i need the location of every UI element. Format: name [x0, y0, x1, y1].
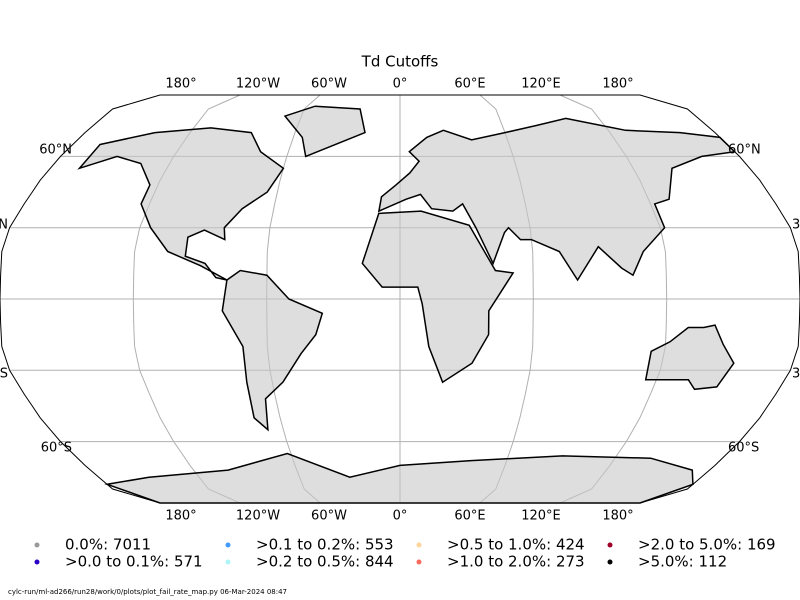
legend-marker [34, 559, 40, 565]
legend-label: >0.2 to 0.5%: 844 [256, 553, 394, 571]
legend-label: >1.0 to 2.0%: 273 [447, 553, 585, 571]
lat-label: 60°S [728, 441, 759, 456]
legend-marker [34, 542, 40, 548]
legend-marker [225, 559, 231, 565]
legend-label: >0.5 to 1.0%: 424 [447, 536, 585, 554]
legend-label: >2.0 to 5.0%: 169 [638, 536, 776, 554]
lon-label: 60°E [454, 77, 485, 92]
lon-label: 180° [165, 77, 196, 92]
map-border [0, 94, 800, 504]
land [377, 117, 737, 282]
legend-label: >5.0%: 112 [638, 553, 727, 571]
lon-label: 120°W [236, 509, 280, 524]
lon-label: 180° [602, 77, 633, 92]
legend-marker [225, 542, 231, 548]
lat-label: 3 [792, 218, 800, 233]
legend-marker [607, 542, 613, 548]
lat-label: 60°N [728, 143, 761, 158]
lon-label: 120°E [521, 77, 561, 92]
lat-label: 60°N [39, 143, 72, 158]
map [0, 94, 800, 504]
lon-label: 60°E [454, 509, 485, 524]
lon-label: 0° [393, 509, 408, 524]
lon-label: 180° [602, 509, 633, 524]
lat-label: S [0, 367, 8, 382]
footer: cylc-run/ml-ad266/run28/work/0/plots/plo… [8, 588, 287, 596]
legend-label: 0.0%: 7011 [65, 536, 151, 554]
legend-label: >0.1 to 0.2%: 553 [256, 536, 394, 554]
legend-label: >0.0 to 0.1%: 571 [65, 553, 203, 571]
graticule-labels: 180° 120°W 60°W 0° 60°E 120°E 180° 180° 120°W 60°… [0, 77, 800, 524]
lon-label: 120°E [521, 509, 561, 524]
legend: 0.0%: 7011>0.0 to 0.1%: 571 >0.1 to 0.2%:… [34, 536, 776, 571]
lon-label: 0° [393, 77, 408, 92]
lon-label: 120°W [236, 77, 280, 92]
legend-marker [607, 559, 613, 565]
lon-label: 60°W [311, 77, 347, 92]
legend-marker [416, 542, 422, 548]
lat-label: N [0, 218, 8, 233]
land [283, 105, 366, 158]
land [77, 127, 285, 281]
lon-label: 60°W [311, 509, 347, 524]
lat-label: 3 [792, 367, 800, 382]
legend-marker [416, 559, 422, 565]
land [221, 269, 324, 432]
lat-label: 60°S [41, 441, 72, 456]
map-title: Td Cutoffs [361, 53, 439, 71]
land [644, 324, 735, 391]
lon-label: 180° [165, 509, 196, 524]
land [361, 210, 515, 384]
